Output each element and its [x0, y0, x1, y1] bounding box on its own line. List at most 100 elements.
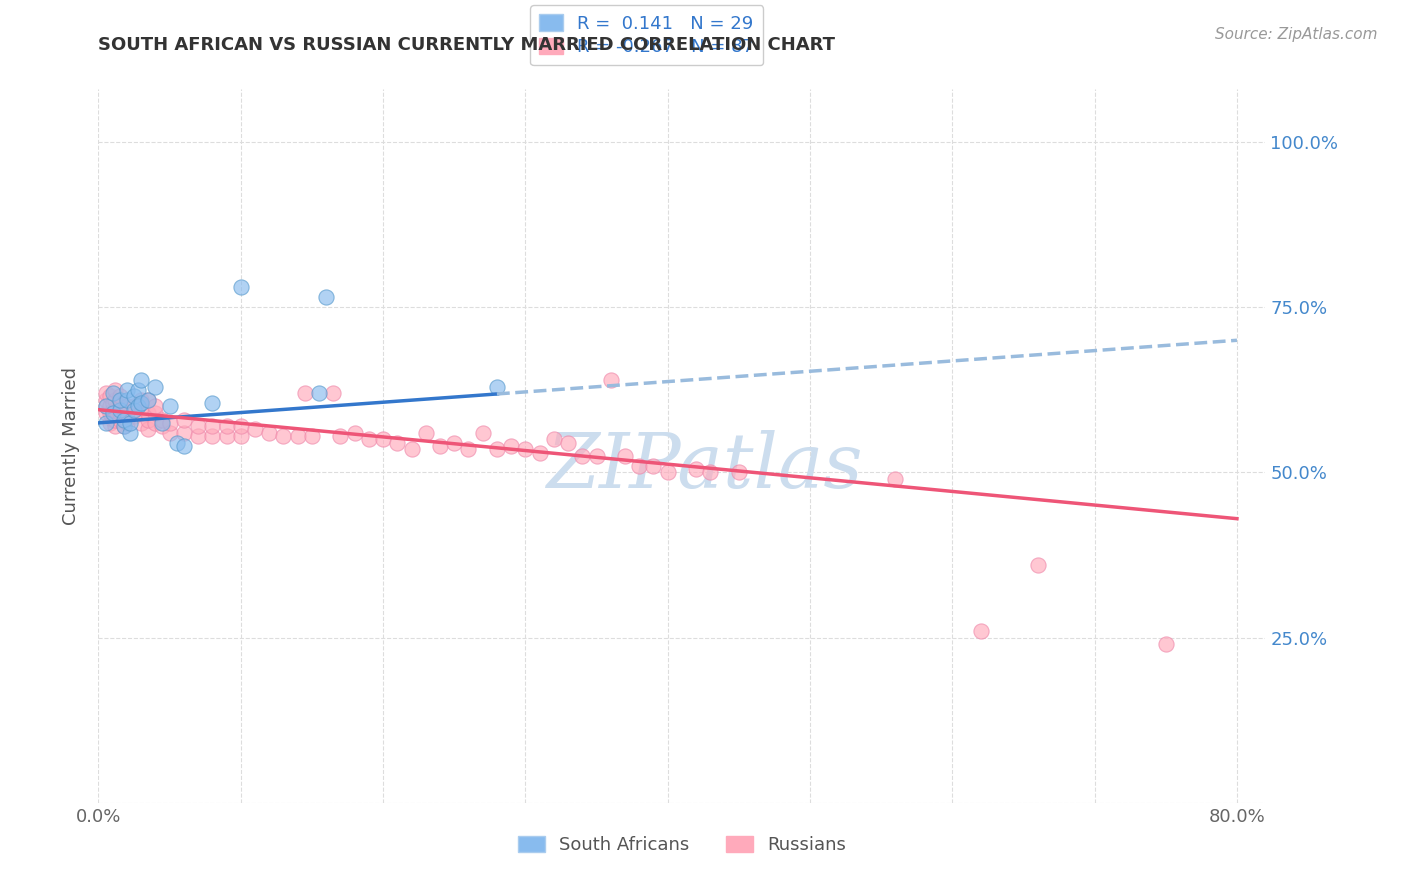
Point — [159, 400, 181, 414]
Point — [229, 419, 252, 434]
Point — [152, 416, 174, 430]
Point — [343, 425, 366, 440]
Point — [429, 439, 451, 453]
Point — [571, 449, 593, 463]
Point — [94, 400, 117, 414]
Point — [136, 392, 159, 407]
Point — [257, 425, 280, 440]
Point — [301, 429, 323, 443]
Point — [201, 419, 224, 434]
Point — [115, 383, 138, 397]
Point — [115, 392, 138, 407]
Point — [557, 435, 579, 450]
Point — [136, 412, 159, 426]
Point — [108, 389, 131, 403]
Point — [136, 422, 159, 436]
Point — [115, 416, 138, 430]
Point — [122, 389, 145, 403]
Point — [501, 439, 523, 453]
Point — [98, 389, 121, 403]
Point — [108, 412, 131, 426]
Point — [104, 383, 127, 397]
Point — [585, 449, 607, 463]
Point — [401, 442, 423, 457]
Point — [136, 406, 159, 420]
Point — [243, 422, 266, 436]
Point — [215, 419, 238, 434]
Point — [657, 466, 679, 480]
Point — [322, 386, 344, 401]
Point — [187, 419, 209, 434]
Point — [614, 449, 637, 463]
Point — [115, 406, 138, 420]
Point — [129, 396, 152, 410]
Point — [457, 442, 479, 457]
Point — [159, 416, 181, 430]
Text: Source: ZipAtlas.com: Source: ZipAtlas.com — [1215, 27, 1378, 42]
Point — [628, 458, 651, 473]
Point — [387, 435, 409, 450]
Point — [215, 429, 238, 443]
Point — [112, 412, 135, 426]
Point — [201, 429, 224, 443]
Point — [101, 412, 124, 426]
Point — [273, 429, 295, 443]
Point — [970, 624, 993, 638]
Point — [529, 445, 551, 459]
Point — [104, 412, 127, 426]
Point — [101, 396, 124, 410]
Point — [129, 392, 152, 407]
Point — [287, 429, 309, 443]
Point — [471, 425, 494, 440]
Point — [685, 462, 707, 476]
Point — [329, 429, 352, 443]
Point — [115, 400, 138, 414]
Point — [127, 383, 149, 397]
Point — [543, 433, 565, 447]
Text: ZIPatlas: ZIPatlas — [547, 431, 863, 504]
Point — [727, 466, 749, 480]
Point — [371, 433, 394, 447]
Point — [201, 396, 224, 410]
Point — [315, 290, 337, 304]
Point — [108, 406, 131, 420]
Point — [129, 406, 152, 420]
Point — [143, 416, 166, 430]
Point — [112, 412, 135, 426]
Point — [699, 466, 721, 480]
Point — [104, 419, 127, 434]
Point — [599, 373, 621, 387]
Point — [308, 386, 330, 401]
Point — [98, 416, 121, 430]
Point — [118, 416, 141, 430]
Point — [112, 419, 135, 434]
Point — [357, 433, 380, 447]
Point — [94, 392, 117, 407]
Point — [173, 425, 195, 440]
Point — [112, 402, 135, 417]
Point — [229, 429, 252, 443]
Point — [515, 442, 537, 457]
Point — [152, 412, 174, 426]
Point — [643, 458, 665, 473]
Point — [108, 400, 131, 414]
Point — [94, 406, 117, 420]
Point — [159, 425, 181, 440]
Point — [129, 373, 152, 387]
Point — [443, 435, 465, 450]
Point — [122, 409, 145, 424]
Point — [104, 402, 127, 417]
Point — [1026, 558, 1049, 572]
Point — [173, 412, 195, 426]
Point — [152, 419, 174, 434]
Point — [294, 386, 316, 401]
Point — [101, 406, 124, 420]
Point — [108, 402, 131, 417]
Point — [187, 429, 209, 443]
Point — [94, 400, 117, 414]
Point — [104, 392, 127, 407]
Point — [136, 392, 159, 407]
Point — [884, 472, 907, 486]
Point — [122, 402, 145, 417]
Y-axis label: Currently Married: Currently Married — [62, 367, 80, 525]
